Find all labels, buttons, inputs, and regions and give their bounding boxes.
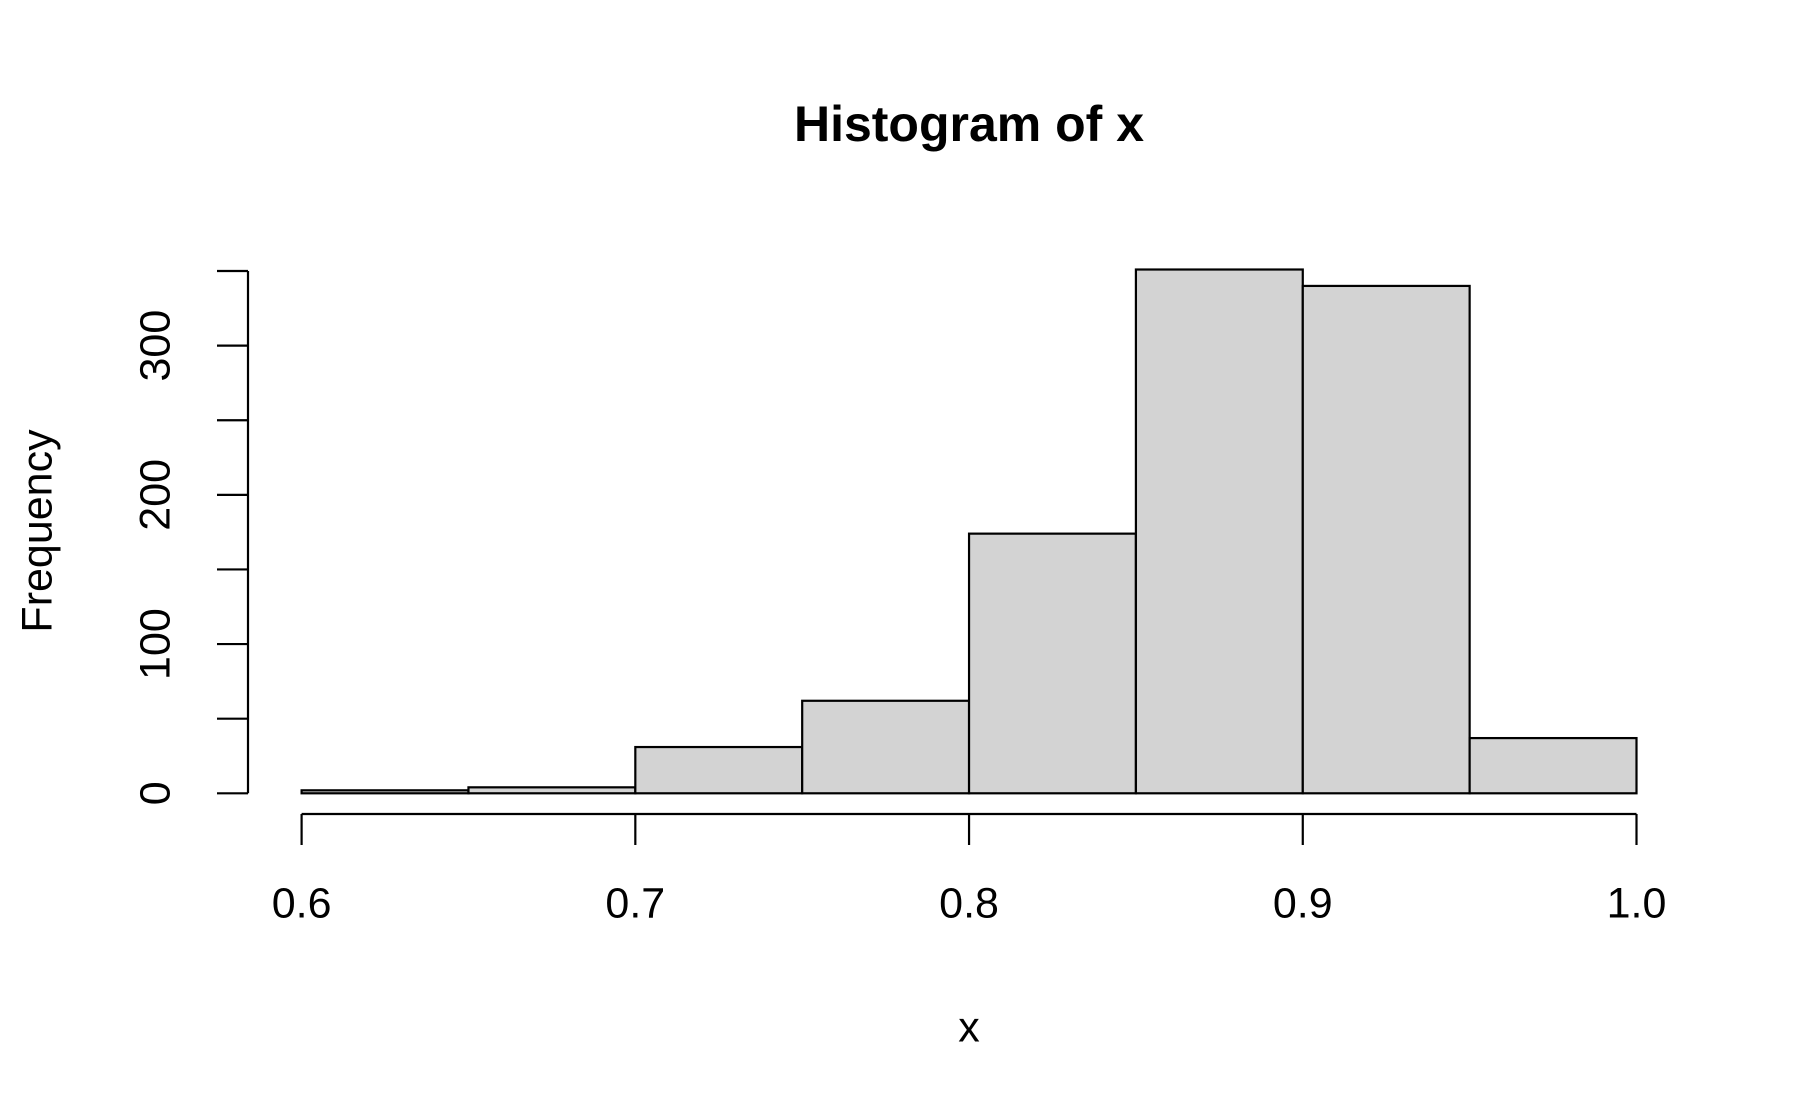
bar [1134, 268, 1304, 795]
x-axis-title: x [958, 1003, 980, 1051]
y-tick-label: 0 [131, 781, 179, 805]
y-axis-title: Frequency [13, 429, 61, 633]
x-tick-label: 1.0 [1607, 879, 1667, 927]
bar [300, 789, 470, 795]
y-tick-label: 300 [131, 310, 179, 382]
bar [801, 699, 971, 795]
x-tick-label: 0.6 [272, 879, 332, 927]
bar [1301, 284, 1471, 795]
bar [467, 786, 637, 795]
x-tick-label: 0.7 [605, 879, 665, 927]
bar [634, 745, 804, 795]
x-tick-label: 0.8 [939, 879, 999, 927]
chart-title: Histogram of x [794, 96, 1144, 152]
bar [1468, 736, 1638, 795]
y-tick-label: 100 [131, 608, 179, 680]
y-tick-label: 200 [131, 459, 179, 531]
bar [967, 532, 1138, 795]
x-tick-label: 0.9 [1273, 879, 1333, 927]
